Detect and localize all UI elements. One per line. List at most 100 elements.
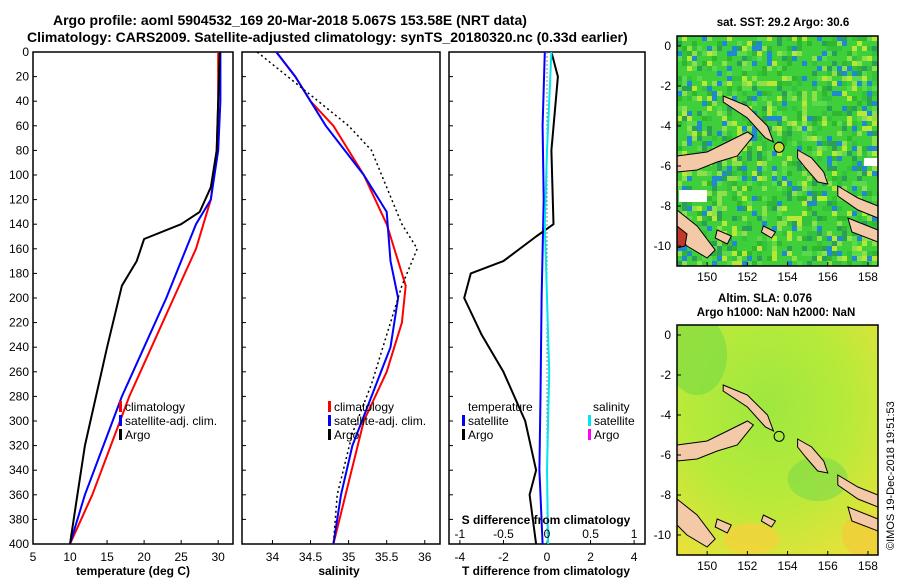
depth-tick-label: 140 (9, 217, 29, 231)
sst-cell (852, 76, 857, 81)
sst-cell (827, 236, 832, 241)
sst-cell (812, 151, 817, 156)
sst-cell (782, 51, 787, 56)
s-difference-xlabel: S difference from climatology (462, 513, 631, 527)
sst-cell (862, 151, 867, 156)
sst-cell (697, 221, 702, 226)
sst-cell (727, 131, 732, 136)
sst-cell (802, 91, 807, 96)
sst-cell (827, 251, 832, 256)
sst-cell (722, 221, 727, 226)
sst-cell (822, 141, 827, 146)
sst-cell (772, 251, 777, 256)
sst-cell (787, 246, 792, 251)
sst-cell (677, 76, 682, 81)
sst-cell (717, 171, 722, 176)
land-new-ireland (722, 384, 775, 433)
sst-cell (682, 86, 687, 91)
map-y-tick-label: -4 (660, 408, 671, 422)
sst-cell (757, 161, 762, 166)
sst-cell (822, 191, 827, 196)
sst-cell (852, 161, 857, 166)
x-tick-label: 34.5 (299, 550, 323, 564)
sst-cell (857, 181, 862, 186)
sst-cell (842, 36, 847, 41)
sst-cell (687, 56, 692, 61)
sst-cell (757, 56, 762, 61)
sst-cell (727, 106, 732, 111)
sst-cell (677, 261, 682, 266)
legend-swatch-argo-t (462, 429, 465, 440)
sst-cell (807, 116, 812, 121)
sst-cell (807, 231, 812, 236)
sst-cell (867, 96, 872, 101)
sst-cell (732, 191, 737, 196)
sst-cell (767, 101, 772, 106)
sst-cell (747, 251, 752, 256)
sst-cell (722, 161, 727, 166)
sst-cell (677, 91, 682, 96)
sst-cell (742, 56, 747, 61)
sst-cell (762, 66, 767, 71)
sst-cell (682, 246, 687, 251)
sst-cell (852, 71, 857, 76)
map-x-tick-label: 156 (818, 270, 838, 284)
sst-cell (812, 221, 817, 226)
sst-cell (862, 36, 867, 41)
sst-cell (862, 166, 867, 171)
sst-cell (792, 126, 797, 131)
sst-cell (677, 56, 682, 61)
sst-cell (712, 51, 717, 56)
land-marker (677, 225, 688, 249)
sst-cell (787, 261, 792, 266)
sst-cell (837, 196, 842, 201)
sst-cell (757, 91, 762, 96)
sst-cell (782, 81, 787, 86)
sst-cell (687, 131, 692, 136)
sst-cell (792, 86, 797, 91)
sst-cell (752, 211, 757, 216)
sst-cell (717, 91, 722, 96)
sst-cell (867, 91, 872, 96)
depth-tick-label: 160 (9, 242, 29, 256)
sst-cell (857, 116, 862, 121)
sst-cell (737, 186, 742, 191)
salinity-xlabel: salinity (318, 564, 360, 578)
sst-cell (827, 116, 832, 121)
sst-cell (757, 151, 762, 156)
sst-cell (857, 41, 862, 46)
sst-cell (727, 176, 732, 181)
land-new-ireland (722, 95, 775, 144)
sst-cell (692, 61, 697, 66)
sst-cell (777, 241, 782, 246)
map-x-tick-label: 150 (697, 559, 717, 573)
sst-cell (767, 66, 772, 71)
sst-cell (737, 86, 742, 91)
map-x-tick-label: 152 (737, 270, 757, 284)
land-new-britain (677, 131, 755, 173)
sst-cell (677, 86, 682, 91)
sst-cell (742, 236, 747, 241)
sst-cell (682, 151, 687, 156)
sst-cell (802, 181, 807, 186)
sst-cell (872, 36, 877, 41)
sst-cell (727, 136, 732, 141)
sst-cell (707, 66, 712, 71)
sst-cell (832, 196, 837, 201)
sst-cell (847, 136, 852, 141)
sst-cell (707, 181, 712, 186)
sst-cell (852, 131, 857, 136)
land-bougainville (797, 438, 829, 474)
sst-cell (842, 91, 847, 96)
sst-cell (837, 151, 842, 156)
series-argo-t- (463, 51, 559, 545)
sst-cell (797, 166, 802, 171)
sst-cell (682, 186, 687, 191)
sst-cell (802, 36, 807, 41)
sst-cell (862, 66, 867, 71)
sst-cell (727, 171, 732, 176)
sst-cell (812, 136, 817, 141)
sst-cell (807, 186, 812, 191)
map-y-tick-label: -2 (660, 368, 671, 382)
sst-cell (797, 186, 802, 191)
